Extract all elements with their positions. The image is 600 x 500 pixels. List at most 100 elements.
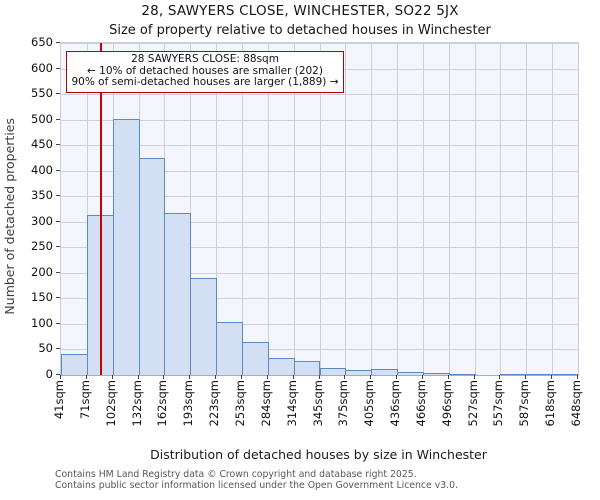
gridline-v: [448, 43, 450, 375]
histogram-bar: [293, 360, 321, 375]
x-tick-mark: [344, 375, 346, 379]
x-tick-mark: [137, 375, 139, 379]
gridline-v: [267, 43, 269, 375]
histogram-bar: [371, 369, 399, 375]
y-tick-label: 250: [31, 239, 53, 254]
x-tick-label: 618sqm: [543, 380, 558, 427]
y-tick-label: 0: [45, 367, 53, 381]
x-tick-label: 102sqm: [103, 380, 118, 427]
x-tick-label: 527sqm: [465, 380, 480, 427]
y-tick-mark: [56, 169, 60, 171]
gridline-v: [552, 43, 554, 375]
x-tick-label: 41sqm: [52, 380, 66, 420]
x-tick-mark: [499, 375, 501, 379]
x-tick-mark: [60, 375, 61, 379]
histogram-bar: [552, 374, 578, 375]
y-tick-label: 500: [31, 111, 53, 126]
histogram-bar: [319, 368, 347, 375]
x-tick-label: 193sqm: [181, 380, 196, 427]
x-tick-mark: [111, 375, 113, 379]
x-tick-label: 648sqm: [569, 380, 583, 427]
y-tick-mark: [56, 42, 60, 43]
x-tick-mark: [577, 375, 578, 379]
y-tick-mark: [56, 271, 60, 273]
histogram-bar: [241, 341, 269, 375]
y-tick-label: 600: [31, 60, 53, 75]
y-tick-label: 550: [31, 86, 53, 101]
y-tick-mark: [56, 195, 60, 197]
y-tick-label: 50: [38, 341, 53, 356]
gridline-v: [422, 43, 424, 375]
x-tick-mark: [292, 375, 294, 379]
x-tick-mark: [215, 375, 217, 379]
footer: Contains HM Land Registry data © Crown c…: [55, 469, 595, 492]
histogram-bar: [397, 371, 424, 375]
gridline-v: [319, 43, 321, 375]
y-tick-mark: [56, 374, 60, 375]
gridline-v: [190, 43, 192, 375]
plot-area: [60, 42, 579, 376]
histogram-bar: [216, 322, 243, 375]
x-tick-label: 132sqm: [129, 380, 144, 427]
histogram-bar: [500, 374, 528, 375]
x-tick-label: 284sqm: [258, 380, 273, 427]
y-tick-mark: [56, 93, 60, 95]
footer-line-1: Contains HM Land Registry data © Crown c…: [55, 469, 417, 480]
x-tick-mark: [240, 375, 242, 379]
x-tick-mark: [525, 375, 527, 379]
x-tick-mark: [318, 375, 320, 379]
x-tick-label: 405sqm: [362, 380, 377, 427]
x-axis-label: Distribution of detached houses by size …: [150, 447, 487, 462]
y-tick-mark: [56, 348, 60, 350]
histogram-bar: [422, 372, 450, 375]
y-tick-mark: [56, 246, 60, 248]
x-tick-mark: [396, 375, 398, 379]
y-tick-label: 650: [31, 35, 53, 49]
y-tick-label: 450: [31, 137, 53, 152]
histogram-bar: [267, 357, 295, 375]
y-tick-mark: [56, 118, 60, 120]
x-tick-label: 557sqm: [491, 380, 506, 427]
x-tick-label: 71sqm: [77, 380, 92, 420]
y-tick-mark: [56, 220, 60, 222]
gridline-v: [500, 43, 502, 375]
y-tick-label: 300: [31, 213, 53, 228]
x-tick-mark: [551, 375, 553, 379]
x-tick-mark: [421, 375, 423, 379]
gridline-v: [241, 43, 243, 375]
histogram-bar: [190, 277, 218, 375]
gridline-v: [371, 43, 373, 375]
gridline-v: [216, 43, 218, 375]
histogram-bar: [526, 374, 554, 375]
x-tick-label: 466sqm: [413, 380, 428, 427]
x-tick-label: 496sqm: [439, 380, 454, 427]
annotation-line-1: 28 SAWYERS CLOSE: 88sqm: [131, 53, 279, 65]
x-tick-mark: [266, 375, 268, 379]
y-tick-label: 350: [31, 188, 53, 203]
annotation-line-3: 90% of semi-detached houses are larger (…: [71, 76, 339, 89]
y-tick-label: 150: [31, 290, 53, 305]
x-tick-label: 587sqm: [517, 380, 532, 427]
histogram-bar: [164, 213, 192, 375]
y-tick-mark: [56, 297, 60, 299]
x-tick-label: 314sqm: [284, 380, 299, 427]
histogram-bar: [345, 370, 373, 375]
chart-title: 28, SAWYERS CLOSE, WINCHESTER, SO22 5JX: [141, 3, 459, 19]
x-tick-mark: [85, 375, 87, 379]
y-tick-mark: [56, 67, 60, 69]
gridline-v: [86, 43, 88, 375]
x-tick-mark: [189, 375, 191, 379]
x-tick-label: 253sqm: [232, 380, 247, 427]
x-tick-mark: [370, 375, 372, 379]
y-tick-mark: [56, 322, 60, 324]
y-tick-label: 400: [31, 162, 53, 177]
chart-subtitle: Size of property relative to detached ho…: [109, 23, 491, 38]
histogram-bar: [138, 157, 166, 375]
gridline-v: [293, 43, 295, 375]
histogram-bar: [448, 373, 476, 375]
x-tick-mark: [447, 375, 449, 379]
x-tick-mark: [163, 375, 165, 379]
gridline-v: [526, 43, 528, 375]
footer-line-2: Contains public sector information licen…: [55, 479, 458, 491]
